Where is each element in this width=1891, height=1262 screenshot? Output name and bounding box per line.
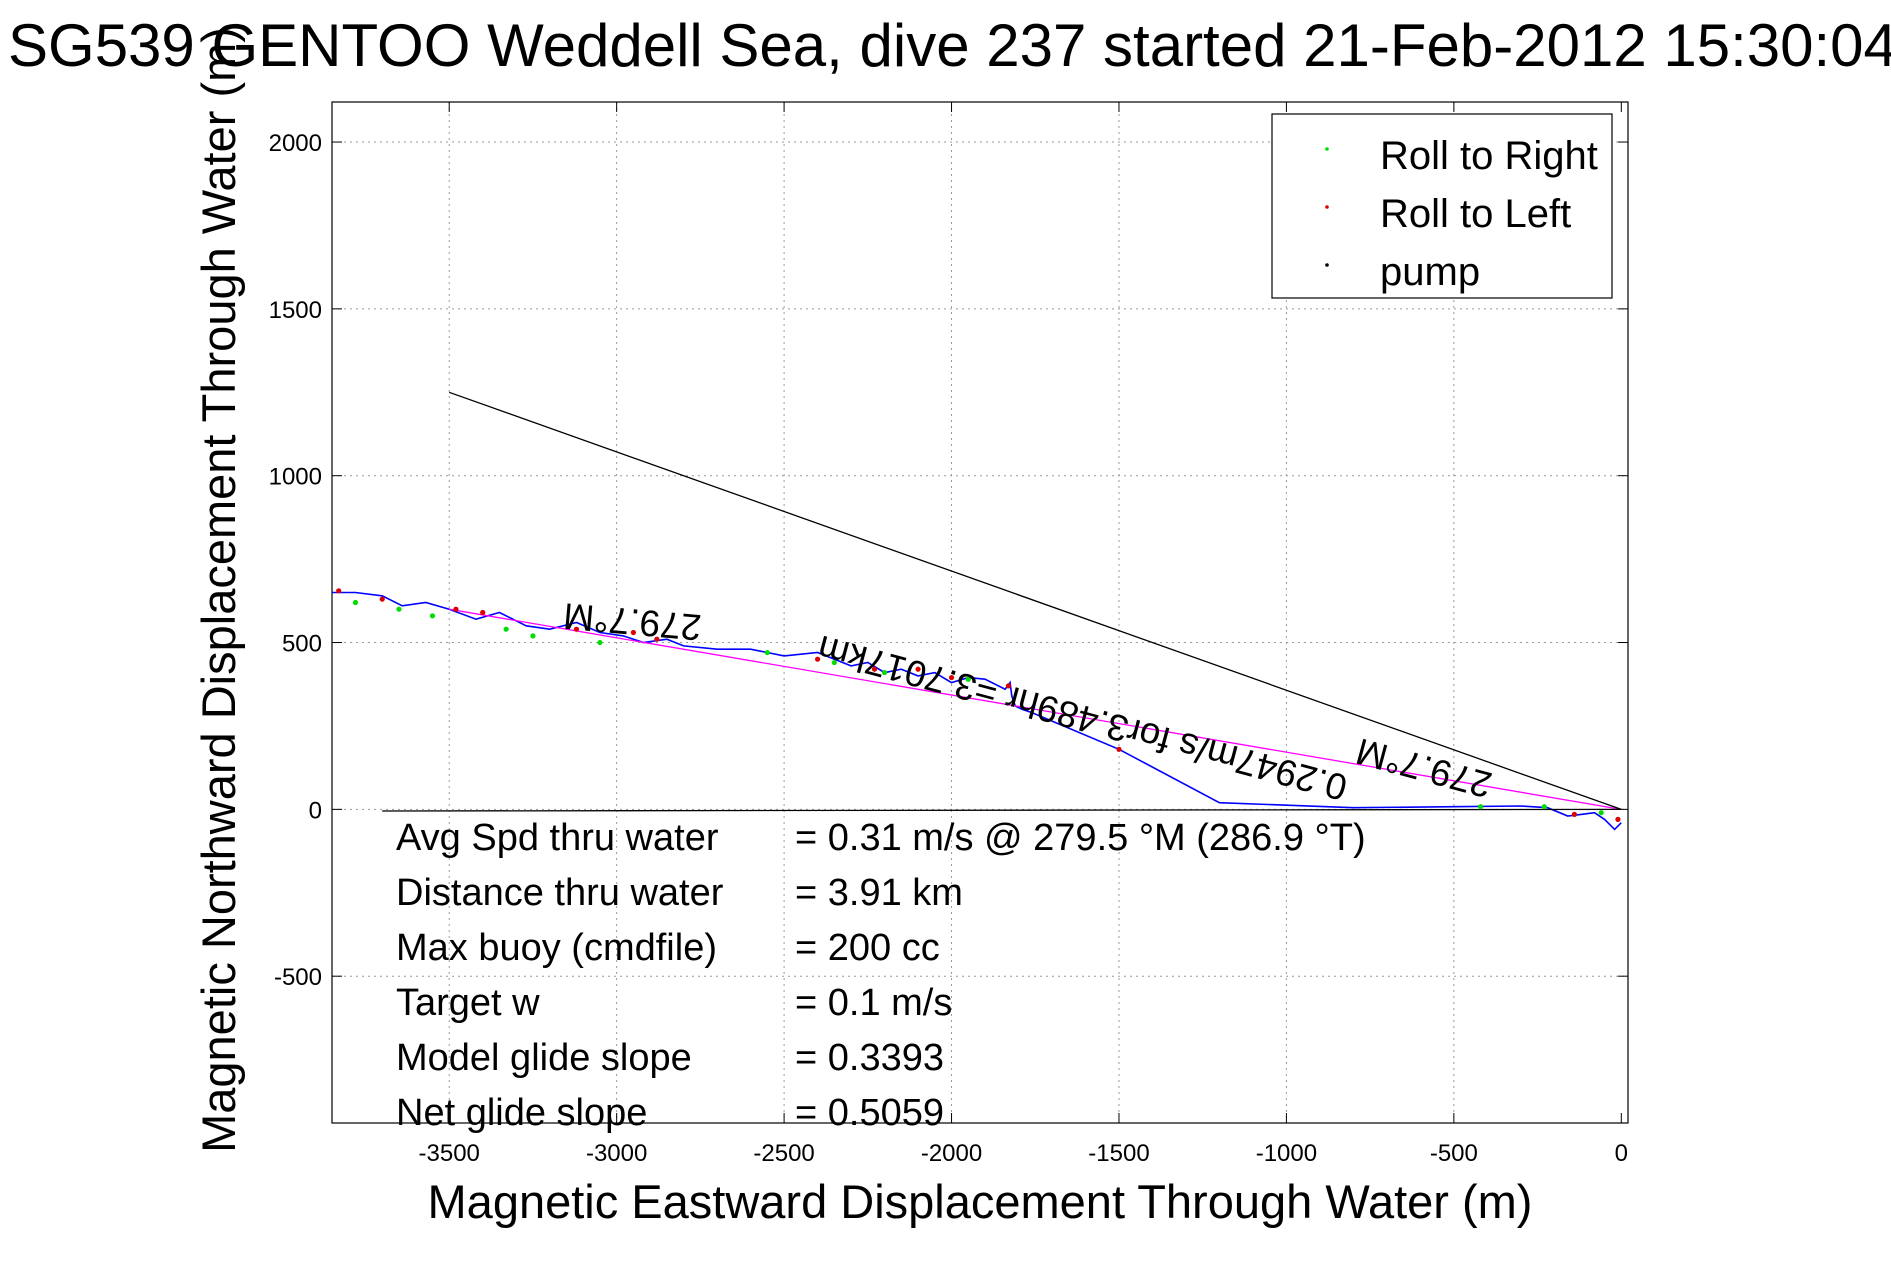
roll-right-point [1598, 810, 1604, 816]
x-tick-label: -2500 [753, 1140, 814, 1167]
y-tick-label: 1000 [269, 464, 322, 491]
y-tick-label: 500 [282, 631, 322, 658]
chart-title: SG539 GENTOO Weddell Sea, dive 237 start… [8, 12, 1891, 79]
roll-left-point [1615, 816, 1621, 822]
x-axis-label: Magnetic Eastward Displacement Through W… [428, 1175, 1533, 1228]
axis-ticks [332, 102, 1628, 1123]
roll-left-point [336, 588, 342, 594]
roll-left-point [814, 656, 821, 662]
roll-left-point [1005, 683, 1012, 689]
roll-left-point [630, 629, 636, 636]
stat-label: Max buoy (cmdfile) [396, 927, 717, 969]
roll-right-point [881, 669, 888, 676]
roll-left-point [480, 609, 486, 616]
plot-frame [331, 101, 1629, 1124]
legend-label-roll-right: Roll to Right [1380, 134, 1598, 178]
legend-marker-roll-left [1325, 205, 1329, 209]
stat-label: Target w [396, 982, 540, 1024]
roll-left-point [871, 666, 878, 672]
x-tick-labels: -3500 -3000 -2500 -2000 -1500 -1000 -500 0 [419, 1140, 1628, 1167]
mean-heading-line [449, 608, 1622, 811]
roll-right-point [1478, 804, 1484, 810]
stat-label: Model glide slope [396, 1037, 692, 1079]
y-tick-label: 1500 [269, 297, 322, 324]
legend-marker-roll-right [1325, 147, 1329, 151]
y-tick-label: 0 [309, 797, 322, 824]
roll-left-point [1116, 746, 1122, 752]
roll-right-point [965, 676, 971, 682]
stat-value: = 3.91 km [795, 872, 963, 914]
roll-right-point [1541, 804, 1547, 810]
roll-right-point [597, 639, 603, 646]
x-tick-label: -1000 [1256, 1140, 1317, 1167]
roll-left-point [915, 666, 921, 672]
stat-value: = 0.3393 [795, 1037, 944, 1079]
stat-value: = 0.1 m/s [795, 982, 952, 1024]
roll-left-point [453, 606, 459, 612]
stat-label: Distance thru water [396, 872, 724, 914]
legend: Roll to Right Roll to Left pump [1271, 113, 1613, 299]
legend-label-roll-left: Roll to Left [1380, 192, 1571, 236]
y-tick-label: -500 [274, 964, 322, 991]
roll-left-point [654, 636, 660, 642]
roll-right-point [764, 649, 770, 656]
x-tick-label: -500 [1430, 1140, 1478, 1167]
marker-layer [336, 588, 1621, 822]
x-tick-label: -1500 [1088, 1140, 1149, 1167]
roll-right-point [831, 659, 837, 666]
roll-right-point [530, 633, 536, 639]
stat-label: Avg Spd thru water [396, 817, 719, 859]
x-tick-label: -2000 [921, 1140, 982, 1167]
x-tick-label: -3000 [586, 1140, 647, 1167]
y-tick-label: 2000 [269, 130, 322, 157]
stat-value: = 0.5059 [795, 1092, 944, 1134]
roll-left-point [379, 596, 385, 602]
x-tick-label: -3500 [419, 1140, 480, 1167]
roll-right-point [429, 613, 436, 619]
surface-drift-line [448, 391, 1622, 811]
roll-left-point [1571, 811, 1578, 817]
x-tick-label: 0 [1615, 1140, 1628, 1167]
zero-reference-line [382, 808, 1622, 812]
legend-marker-pump [1325, 263, 1329, 267]
stat-value: = 200 cc [795, 927, 940, 969]
stat-value: = 0.31 m/s @ 279.5 °M (286.9 °T) [795, 817, 1366, 859]
legend-label-pump: pump [1380, 250, 1480, 294]
stat-label: Net glide slope [396, 1092, 647, 1134]
legend-box [1271, 113, 1613, 299]
roll-left-point [573, 626, 580, 632]
roll-left-point [948, 674, 955, 681]
y-axis-label: Magnetic Northward Displacement Through … [192, 27, 245, 1153]
stats-block: Avg Spd thru water = 0.31 m/s @ 279.5 °M … [396, 817, 1366, 1134]
roll-right-point [352, 599, 359, 606]
roll-right-point [396, 606, 402, 612]
roll-right-point [503, 626, 509, 632]
series-layer [332, 391, 1622, 831]
y-tick-labels: -500 0 500 1000 1500 2000 [269, 130, 322, 991]
